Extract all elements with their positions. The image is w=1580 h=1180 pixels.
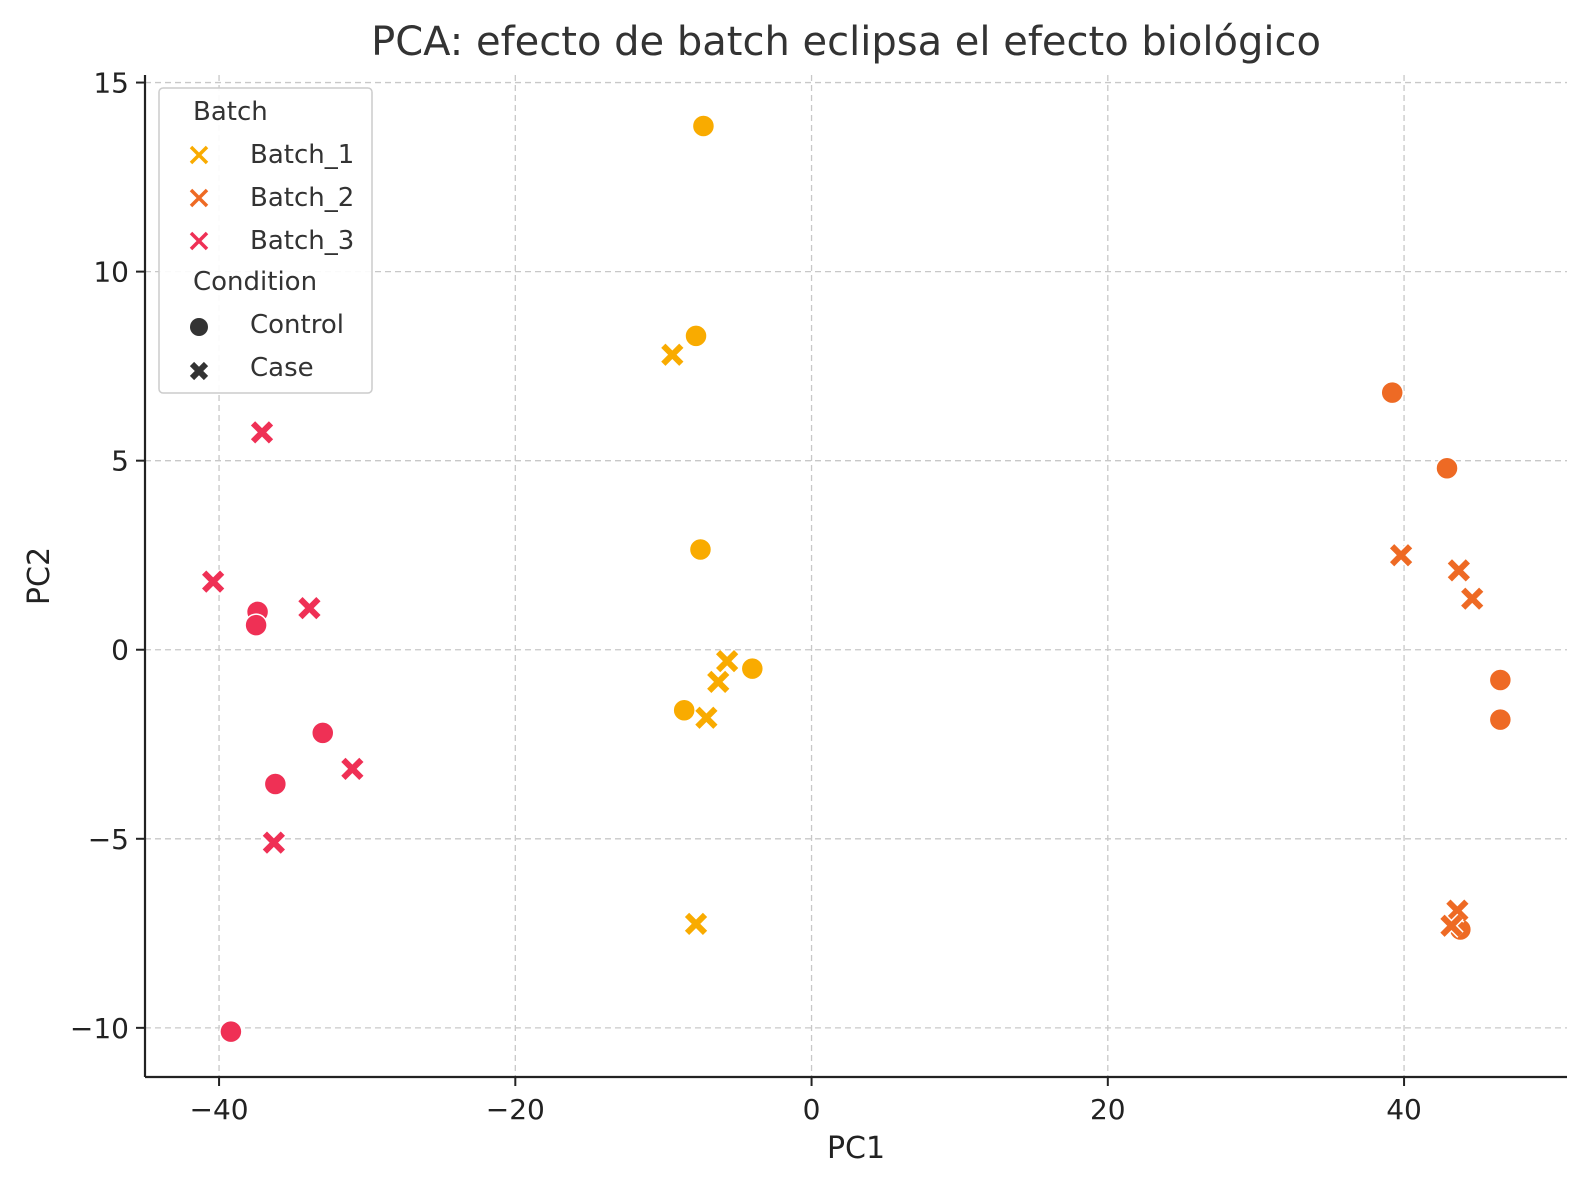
case-point (340, 756, 365, 782)
legend-label-batch-1: Batch_1 (250, 140, 354, 170)
case-point (200, 569, 226, 594)
case-point-mark (1389, 544, 1413, 567)
legend-item-case: Case (189, 353, 314, 383)
y-axis-label: PC2 (22, 547, 57, 605)
legend-title-batch: Batch (193, 97, 268, 127)
y-tick-label: −10 (70, 1012, 129, 1045)
control-point (684, 324, 708, 348)
legend-label-batch-3: Batch_3 (250, 226, 354, 256)
case-point (249, 420, 275, 445)
legend-marker-batch-3 (189, 231, 209, 251)
case-point-mark (341, 757, 364, 780)
control-point (311, 721, 335, 745)
control-point (263, 772, 288, 796)
axis-ticks: −40 −20 0 20 40 −10 −5 0 5 10 15 (70, 67, 1422, 1126)
control-point (672, 698, 696, 722)
legend-label-control: Control (250, 310, 344, 340)
x-tick-label: −20 (486, 1093, 545, 1126)
x-tick-label: −40 (190, 1093, 249, 1126)
case-point (714, 648, 740, 674)
case-point (1388, 543, 1414, 568)
case-point-mark (684, 912, 708, 935)
case-point-mark (1440, 914, 1463, 937)
case-point-mark (202, 570, 225, 593)
case-point (1445, 898, 1470, 923)
control-point (1488, 668, 1513, 692)
case-point (660, 342, 685, 367)
legend-item-batch-3: Batch_3 (189, 226, 354, 256)
control-point (688, 537, 713, 562)
legend-item-batch-2: Batch_2 (189, 183, 354, 213)
case-point-mark (250, 421, 274, 444)
case-point-mark (1446, 899, 1469, 922)
control-point (219, 1019, 243, 1044)
case-point (694, 705, 719, 730)
case-point (706, 669, 731, 695)
x-tick-label: 0 (803, 1093, 821, 1126)
case-point-mark (716, 649, 739, 673)
case-point-mark (707, 670, 730, 693)
control-point (1435, 456, 1459, 480)
chart-title: PCA: efecto de batch eclipsa el efecto b… (371, 19, 1321, 65)
legend-marker-case (189, 361, 209, 381)
legend-box (158, 87, 373, 394)
x-tick-label: 40 (1386, 1093, 1422, 1126)
case-point (261, 830, 287, 855)
grid-lines (145, 75, 1567, 1077)
legend-marker-control (190, 318, 208, 336)
case-point-mark (262, 831, 285, 854)
control-point (1380, 380, 1404, 405)
case-point-mark (695, 706, 718, 729)
control-point (244, 613, 268, 637)
control-point (1488, 707, 1513, 732)
x-tick-label: 20 (1090, 1093, 1126, 1126)
control-point (740, 656, 765, 681)
data-points (200, 114, 1513, 1044)
legend-item-batch-1: Batch_1 (189, 140, 354, 170)
legend-label-batch-2: Batch_2 (250, 183, 354, 213)
case-point (683, 911, 709, 937)
y-tick-label: 0 (111, 634, 129, 667)
legend-item-control: Control (190, 310, 344, 340)
case-point-mark (1447, 559, 1470, 582)
case-point-mark (1461, 587, 1484, 610)
case-point (297, 595, 322, 621)
x-axis-label: PC1 (827, 1131, 885, 1166)
y-tick-label: −5 (88, 823, 129, 856)
legend-marker-batch-1 (189, 145, 209, 165)
legend-title-condition: Condition (193, 267, 317, 297)
y-tick-label: 10 (93, 256, 129, 289)
case-point-mark (661, 343, 684, 366)
control-point (691, 114, 716, 138)
case-point (1460, 586, 1485, 611)
legend-label-case: Case (250, 353, 314, 383)
legend-marker-batch-2 (189, 188, 209, 208)
legend: Batch Batch_1 Batch_2 Batch_3 Condition … (158, 87, 373, 394)
case-point (1446, 558, 1472, 583)
y-tick-label: 5 (111, 445, 129, 478)
case-point (1439, 913, 1464, 938)
case-point-mark (298, 597, 321, 620)
y-tick-label: 15 (93, 67, 129, 100)
